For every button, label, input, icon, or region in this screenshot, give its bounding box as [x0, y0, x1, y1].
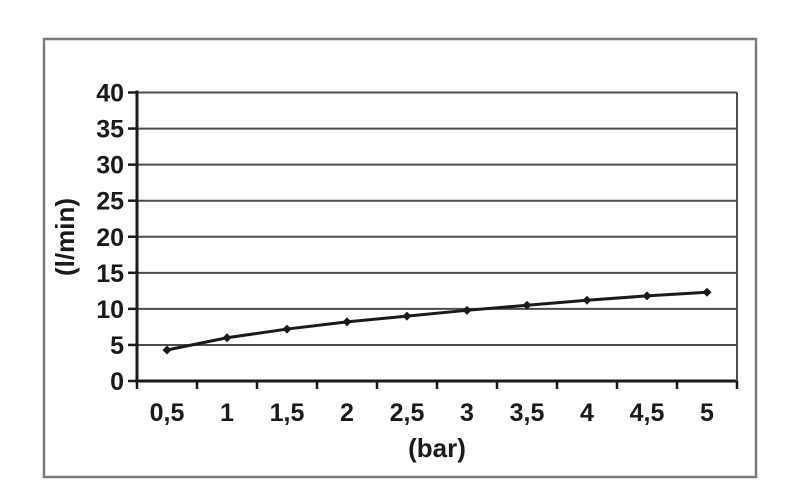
data-point-marker [522, 300, 532, 310]
data-point-marker [162, 345, 172, 355]
x-tick-label: 5 [700, 399, 714, 427]
x-axis-tick-labels: 0,5 1 1,5 2 2,5 3 3,5 4 4,5 5 [150, 399, 714, 427]
x-tick-label: 4 [580, 399, 594, 427]
x-tick-label: 3 [460, 399, 474, 427]
y-axis-tick-labels: 0 5 10 15 20 25 30 35 40 [96, 80, 124, 397]
data-point-marker [342, 317, 352, 327]
data-point-marker [582, 295, 592, 305]
x-tick-label: 4,5 [630, 399, 665, 427]
data-series [162, 287, 712, 355]
y-tick-label: 40 [96, 80, 124, 108]
data-point-marker [222, 333, 232, 343]
x-tick-label: 2 [340, 399, 354, 427]
x-tick-label: 0,5 [150, 399, 185, 427]
data-point-marker [702, 287, 712, 297]
y-tick-label: 35 [96, 116, 124, 144]
y-gridlines [137, 91, 737, 346]
data-point-marker [402, 311, 412, 321]
x-tick-label: 3,5 [510, 399, 545, 427]
data-point-marker [282, 324, 292, 334]
y-tick-label: 30 [96, 152, 124, 180]
data-point-marker [462, 305, 472, 315]
y-tick-label: 10 [96, 296, 124, 324]
y-tick-label: 20 [96, 224, 124, 252]
y-axis-title: (l/min) [50, 198, 80, 276]
series-line [166, 290, 708, 352]
y-tick-label: 25 [96, 188, 124, 216]
x-axis-title: (bar) [408, 433, 466, 463]
y-tick-label: 15 [96, 260, 124, 288]
y-tick-label: 0 [110, 368, 124, 396]
x-tick-label: 1 [220, 399, 234, 427]
chart-frame [42, 37, 758, 479]
data-point-marker [642, 291, 652, 301]
x-tick-label: 2,5 [390, 399, 425, 427]
y-tick-label: 5 [110, 332, 124, 360]
x-tick-label: 1,5 [270, 399, 305, 427]
